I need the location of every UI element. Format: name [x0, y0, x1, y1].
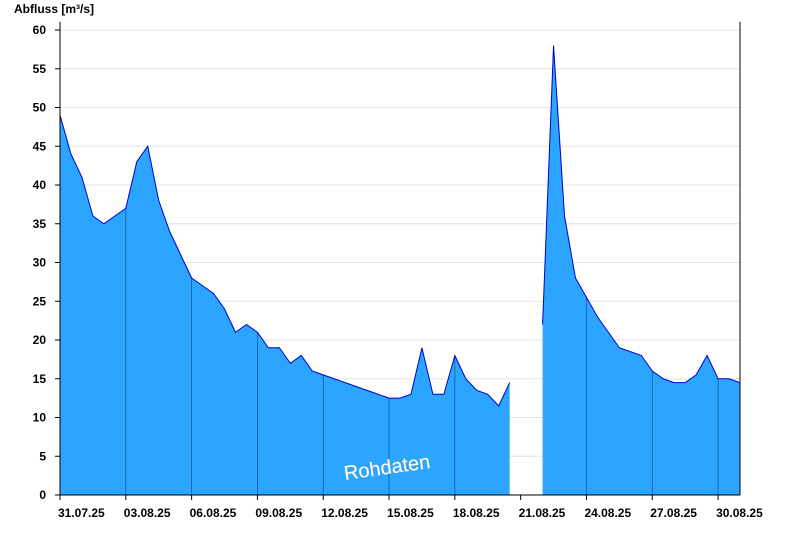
x-tick-label: 24.08.25	[584, 506, 631, 520]
chart-title: Abfluss [m³/s]	[14, 2, 94, 16]
line	[59, 45, 741, 407]
x-tick-label: 09.08.25	[255, 506, 302, 520]
x-tick-label: 03.08.25	[124, 506, 171, 520]
y-tick-label: 25	[33, 294, 47, 308]
x-tick-label: 31.07.25	[58, 506, 105, 520]
y-tick-label: 35	[33, 217, 47, 231]
y-tick-label: 60	[33, 23, 47, 37]
y-tick-label: 0	[39, 488, 46, 502]
y-tick-label: 40	[33, 178, 47, 192]
y-tick-label: 5	[39, 449, 46, 463]
x-tick-label: 30.08.25	[716, 506, 763, 520]
x-tick-label: 27.08.25	[650, 506, 697, 520]
y-tick-label: 30	[33, 256, 47, 270]
y-tick-label: 10	[33, 411, 47, 425]
y-tick-label: 55	[33, 62, 47, 76]
y-tick-label: 15	[33, 372, 47, 386]
x-tick-label: 15.08.25	[387, 506, 434, 520]
y-tick-label: 50	[33, 101, 47, 115]
y-tick-label: 45	[33, 139, 47, 153]
x-tick-label: 21.08.25	[519, 506, 566, 520]
area	[60, 45, 740, 495]
x-tick-label: 06.08.25	[190, 506, 237, 520]
y-tick-label: 20	[33, 333, 47, 347]
x-tick-label: 18.08.25	[453, 506, 500, 520]
x-tick-label: 12.08.25	[321, 506, 368, 520]
